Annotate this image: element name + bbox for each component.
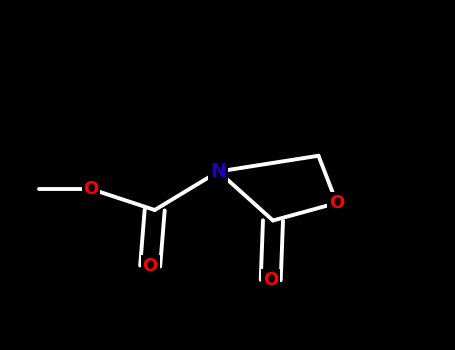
Text: O: O (142, 257, 158, 275)
Text: N: N (210, 162, 227, 181)
Text: O: O (329, 194, 344, 212)
Text: O: O (263, 271, 278, 289)
Text: O: O (83, 180, 99, 198)
